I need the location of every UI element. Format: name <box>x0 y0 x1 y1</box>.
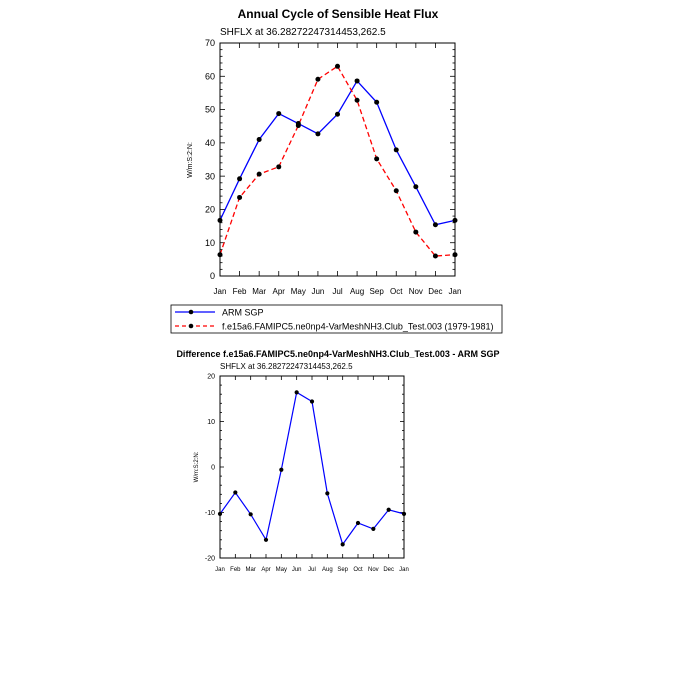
chart1-series-1-point <box>393 188 399 194</box>
chart1-xtick-label: Jun <box>311 287 324 296</box>
chart2-xtick-label: Feb <box>230 567 241 573</box>
chart2-series-0-point <box>386 507 391 512</box>
chart2-ytick-label: -10 <box>205 510 215 517</box>
chart2-series-line-0 <box>219 391 405 546</box>
chart1-series-1-point <box>413 229 419 235</box>
chart2-xtick-label: May <box>276 567 287 573</box>
chart2-series-0-point <box>355 520 361 526</box>
chart2-series-0-point <box>263 537 269 542</box>
chart1-series-1-point <box>276 164 282 170</box>
chart1-series-1-point <box>432 253 438 259</box>
chart1-xtick-label: May <box>291 287 306 296</box>
legend-box <box>170 304 503 334</box>
chart2-xtick-label: Sep <box>337 567 348 573</box>
chart1-xtick-label: Nov <box>409 287 423 296</box>
legend-marker-model <box>188 323 194 329</box>
chart1-series-1-point <box>374 156 380 162</box>
chart1-ytick-label: 40 <box>205 138 215 148</box>
chart2-xtick-label: Apr <box>261 567 270 573</box>
chart1-xtick-label: Apr <box>273 287 286 296</box>
chart2-xtick-label: Aug <box>322 567 333 573</box>
chart1-plot: 0 10 20 30 40 50 60 70 Jan Feb Mar Apr May Jun Jul Aug S… <box>205 38 461 296</box>
chart2-ytick-label: 10 <box>207 419 215 426</box>
chart1-xtick-label: Mar <box>252 287 266 296</box>
chart2-xtick-label: Nov <box>368 567 379 573</box>
chart1-ytick-label: 10 <box>205 238 215 248</box>
chart1-series-1-point <box>295 123 301 129</box>
chart1-ytick-label: 50 <box>205 105 215 115</box>
chart1-ytick-label: 20 <box>205 205 215 215</box>
chart1-ytick-label: 70 <box>205 38 215 48</box>
chart1-series-line-0 <box>219 79 456 226</box>
legend-label-arm-sgp: ARM SGP <box>222 308 264 318</box>
chart1-ytick-label: 60 <box>205 71 215 81</box>
chart1-series-0-point <box>256 137 262 143</box>
chart1-series-1-point <box>237 194 243 200</box>
chart2-series-0-point <box>294 390 299 395</box>
chart2-xtick-label: Jan <box>215 567 225 573</box>
chart1-ytick-label: 30 <box>205 171 215 181</box>
chart2-xtick-label: Oct <box>353 567 363 573</box>
chart2-series-0-point <box>340 542 345 547</box>
chart1-frame <box>219 42 456 277</box>
chart1-series-1-point <box>315 76 321 82</box>
chart1-xtick-label: Oct <box>390 287 403 296</box>
chart1-xtick-label: Jan <box>449 287 462 296</box>
chart1-series-1-point <box>354 97 360 103</box>
chart2-xtick-label: Jun <box>292 567 302 573</box>
chart1-series-0-point <box>276 111 282 117</box>
chart1-series-0-point <box>374 99 380 105</box>
chart1-series-line-1 <box>219 65 456 257</box>
chart1-series-0-point <box>432 222 438 228</box>
chart1-series-0-point <box>237 176 243 182</box>
chart2-ytick-label: 0 <box>211 464 215 471</box>
legend-label-model: f.e15a6.FAMIPC5.ne0np4-VarMeshNH3.Club_T… <box>222 322 494 332</box>
chart1-series-1-point <box>335 63 340 69</box>
chart2-ytick-label: -20 <box>205 555 215 562</box>
chart1-xtick-label: Aug <box>350 287 364 296</box>
chart1-series-1-point <box>256 171 262 177</box>
chart1-series-0-point <box>413 184 419 190</box>
chart1-xtick-label: Jul <box>332 287 342 296</box>
chart1-xtick-label: Feb <box>233 287 247 296</box>
chart2-series-0-point <box>309 399 315 404</box>
chart2-ytick-label: 20 <box>207 373 215 380</box>
chart2-series-0-point <box>233 490 238 495</box>
chart1-legend: ARM SGP f.e15a6.FAMIPC5.ne0np4-VarMeshNH… <box>170 304 503 334</box>
chart1-xtick-label: Dec <box>428 287 442 296</box>
chart2-ylabel: W/m:S:2:N: <box>194 451 200 482</box>
chart1-series-0-point <box>335 111 340 117</box>
chart1-title: Annual Cycle of Sensible Heat Flux <box>238 7 439 21</box>
chart1-subtitle: SHFLX at 36.28272247314453,262.5 <box>220 27 386 38</box>
chart2-title: Difference f.e15a6.FAMIPC5.ne0np4-VarMes… <box>176 349 499 359</box>
chart1-ytick-label: 0 <box>210 271 215 281</box>
chart2-series-0-point <box>248 512 253 517</box>
chart2-series-0-point <box>371 526 376 531</box>
chart1-series-0-point <box>354 78 360 84</box>
chart2-frame <box>219 375 405 559</box>
chart1-ylabel: W/m:S:2:N: <box>187 142 194 178</box>
chart1-series-0-point <box>315 131 321 137</box>
chart2-series-0-point <box>279 467 284 472</box>
chart2-series-0-point <box>325 491 330 496</box>
chart2-xtick-label: Jul <box>308 567 316 573</box>
legend-marker-arm-sgp <box>188 309 194 315</box>
chart1-xtick-label: Jan <box>214 287 227 296</box>
chart1-series-0-point <box>393 147 399 153</box>
chart2-plot: -20 -10 0 10 20 Jan Feb Mar Apr May Jun Jul Aug Sep Oc… <box>205 373 409 573</box>
chart2-xtick-label: Jan <box>399 567 409 573</box>
chart1-xtick-label: Sep <box>370 287 385 296</box>
chart2-subtitle: SHFLX at 36.28272247314453,262.5 <box>220 362 353 371</box>
chart2-xtick-label: Mar <box>245 567 255 573</box>
chart2-xtick-label: Dec <box>383 567 394 573</box>
